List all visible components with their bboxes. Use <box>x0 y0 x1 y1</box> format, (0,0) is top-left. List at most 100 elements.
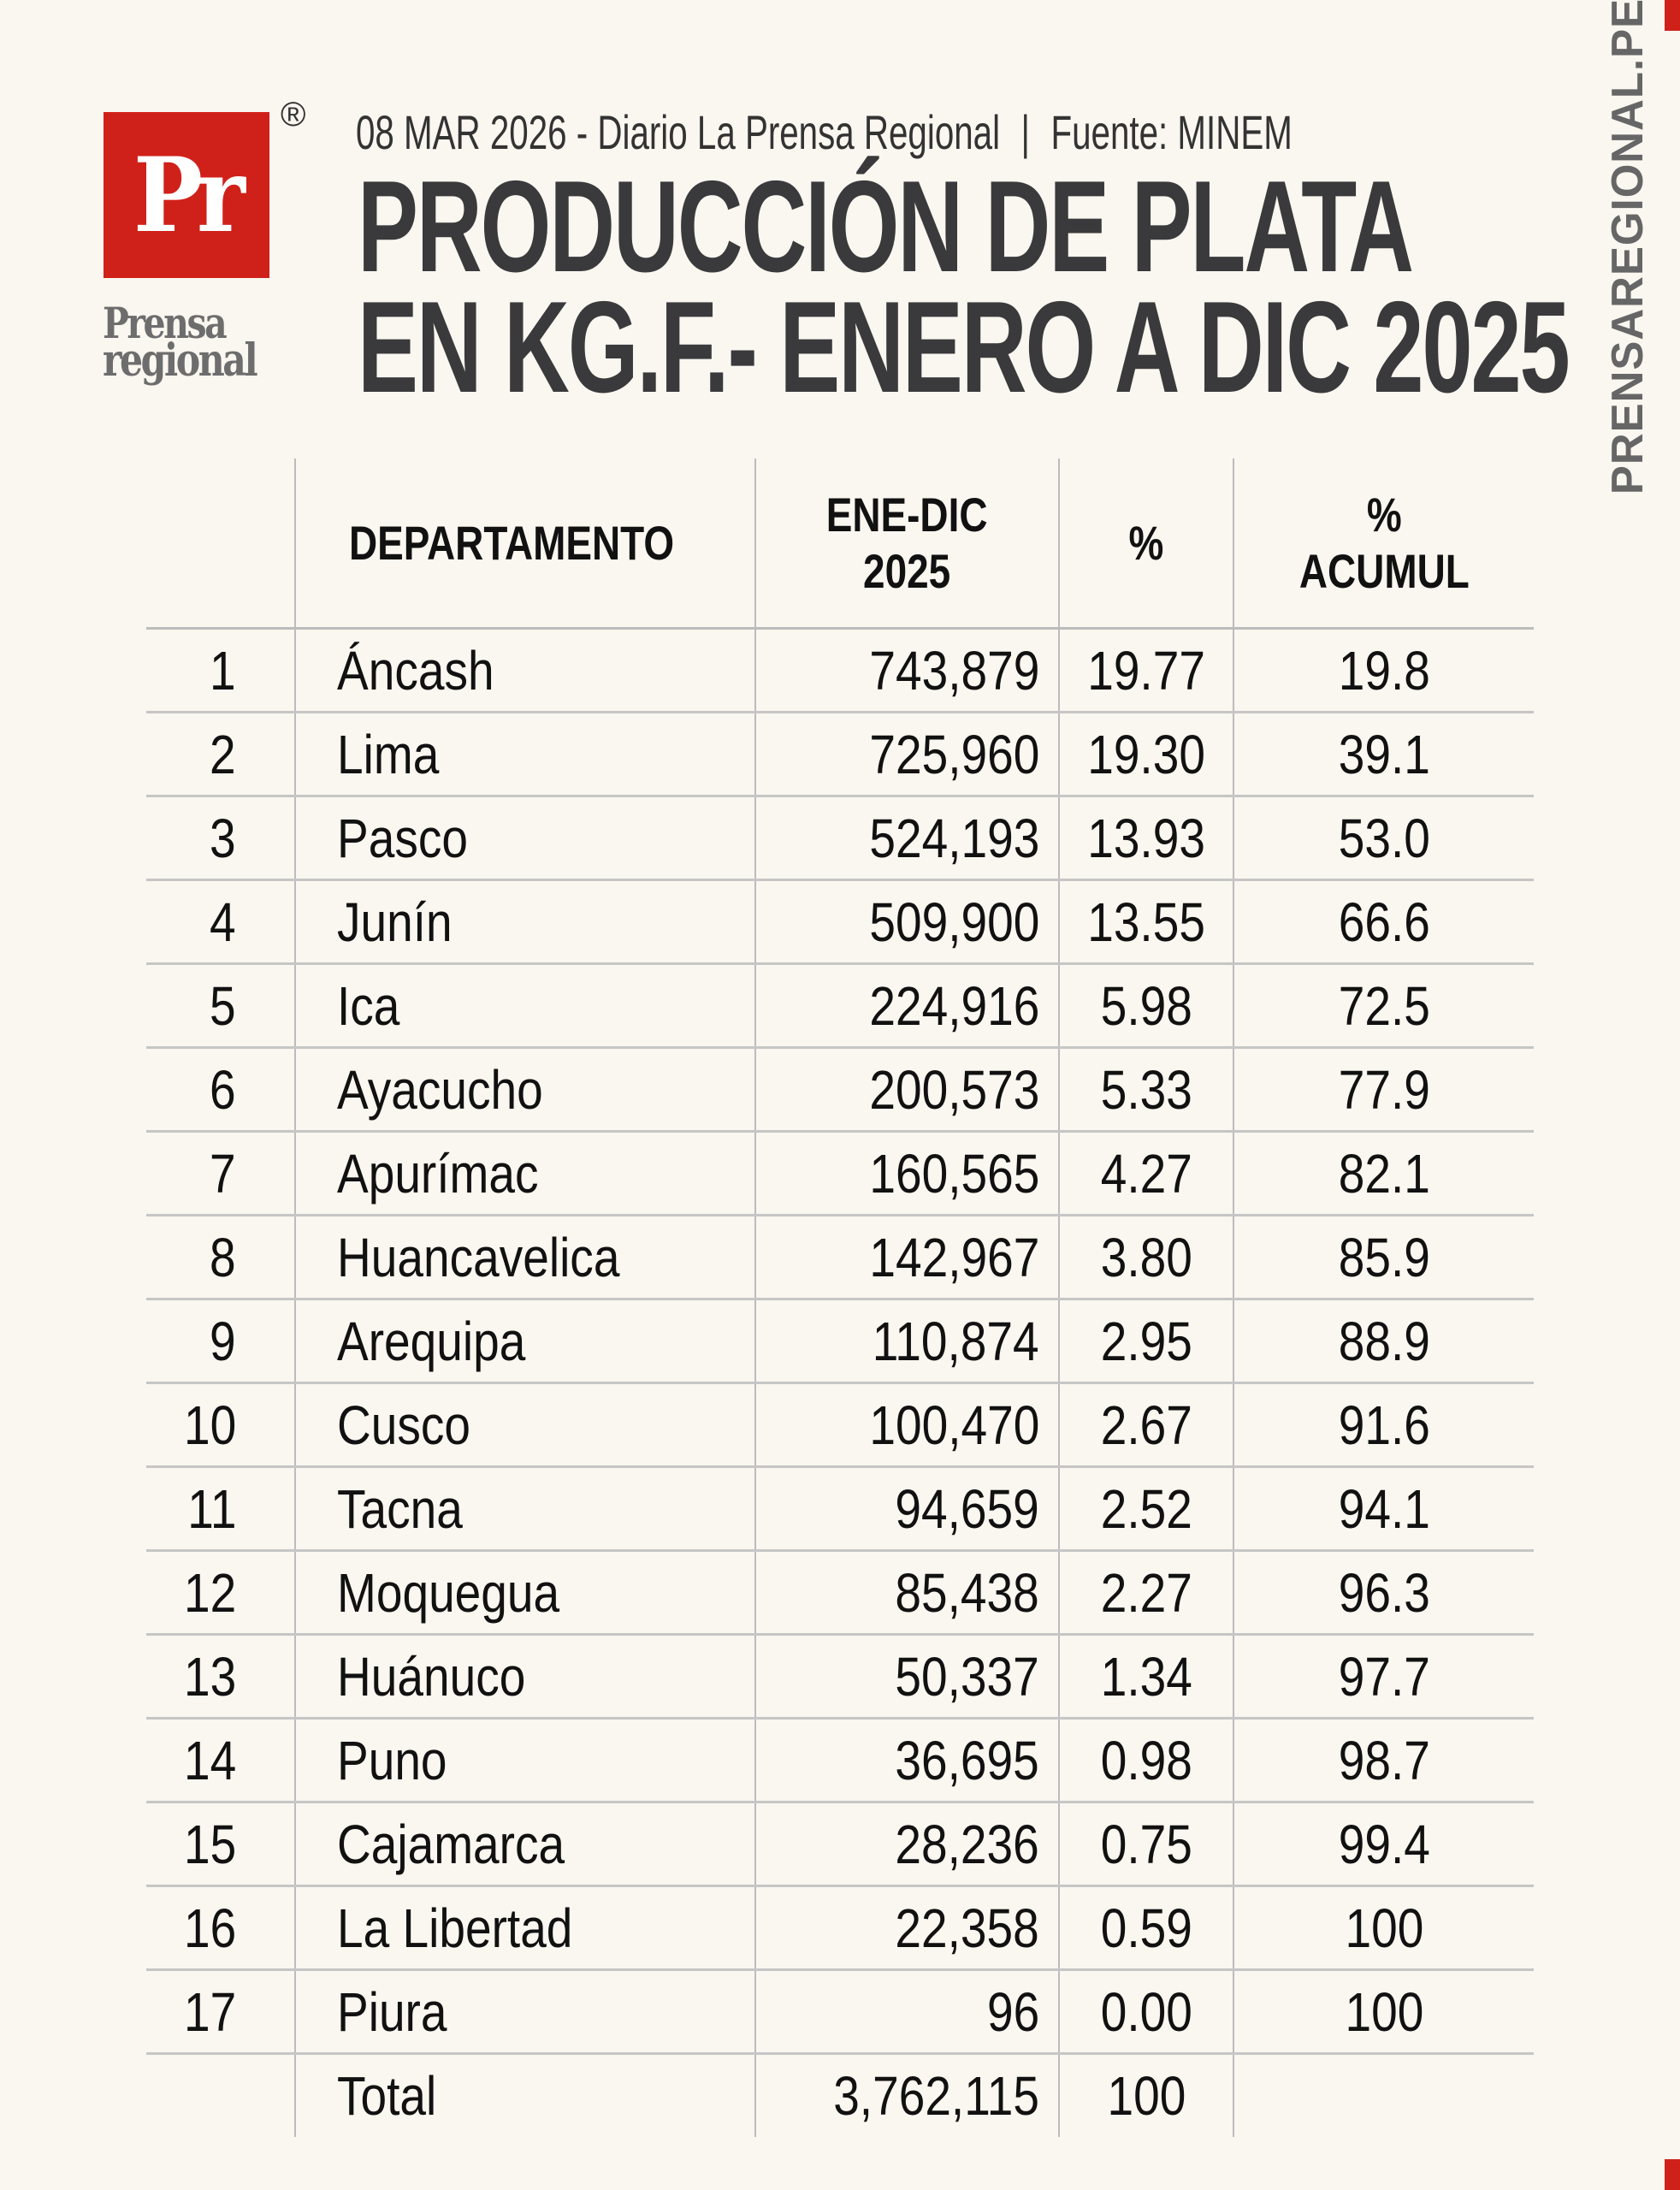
cell-percent: 5.33 <box>1058 1047 1233 1133</box>
table-row: 6 Ayacucho 200,573 5.33 77.9 <box>146 1047 1534 1133</box>
table-row: 10 Cusco 100,470 2.67 91.6 <box>146 1382 1534 1468</box>
table-row: 8 Huancavelica 142,967 3.80 85.9 <box>146 1215 1534 1300</box>
cell-production: 22,358 <box>754 1885 1059 1971</box>
cell-rank: 9 <box>146 1299 295 1384</box>
cell-percent-acumul: 77.9 <box>1233 1047 1534 1133</box>
cell-percent: 19.30 <box>1058 712 1233 797</box>
table-header: DEPARTAMENTO ENE-DIC 2025%% ACUMUL <box>146 459 1534 630</box>
cell-departamento: Puno <box>294 1718 755 1803</box>
page-title: PRODUCCIÓN DE PLATA EN KG.F.- ENERO A DI… <box>358 154 1571 420</box>
table-row: 5 Ica 224,916 5.98 72.5 <box>146 963 1534 1049</box>
cell-departamento: Piura <box>294 1969 755 2055</box>
cell-rank: 15 <box>146 1802 295 1887</box>
cell-percent: 2.67 <box>1058 1382 1233 1468</box>
cell-rank: 13 <box>146 1634 295 1719</box>
cell-departamento: La Libertad <box>294 1885 755 1971</box>
cell-rank: 8 <box>146 1215 295 1300</box>
accent-bar-top <box>1665 0 1680 31</box>
cell-departamento: Cusco <box>294 1382 755 1468</box>
cell-departamento: Cajamarca <box>294 1802 755 1887</box>
cell-percent-acumul: 85.9 <box>1233 1215 1534 1300</box>
table-row: 7 Apurímac 160,565 4.27 82.1 <box>146 1131 1534 1216</box>
cell-production: 50,337 <box>754 1634 1059 1719</box>
cell-percent: 2.27 <box>1058 1550 1233 1636</box>
cell-rank: 12 <box>146 1550 295 1636</box>
cell-percent-acumul: 97.7 <box>1233 1634 1534 1719</box>
cell-rank: 5 <box>146 963 295 1049</box>
table-row: 4 Junín 509,900 13.55 66.6 <box>146 879 1534 965</box>
table-row: 17 Piura 96 0.00 100 <box>146 1969 1534 2055</box>
table-row: 13 Huánuco 50,337 1.34 97.7 <box>146 1634 1534 1719</box>
cell-percent: 0.98 <box>1058 1718 1233 1803</box>
cell-production: 524,193 <box>754 796 1059 881</box>
cell-departamento: Arequipa <box>294 1299 755 1384</box>
cell-production: 142,967 <box>754 1215 1059 1300</box>
cell-departamento: Lima <box>294 712 755 797</box>
logo: Pr <box>104 112 269 278</box>
cell-departamento: Junín <box>294 879 755 965</box>
cell-departamento: Tacna <box>294 1466 755 1552</box>
header-rank <box>146 459 295 630</box>
cell-percent-acumul: 91.6 <box>1233 1382 1534 1468</box>
cell-departamento: Pasco <box>294 796 755 881</box>
cell-departamento: Ayacucho <box>294 1047 755 1133</box>
cell-departamento: Huancavelica <box>294 1215 755 1300</box>
cell-departamento: Total <box>294 2053 755 2137</box>
cell-production: 3,762,115 <box>754 2053 1059 2137</box>
cell-production: 36,695 <box>754 1718 1059 1803</box>
header-percent-acumul: % ACUMUL <box>1233 459 1534 630</box>
table-total-row: Total 3,762,115 100 <box>146 2053 1534 2138</box>
cell-percent-acumul: 72.5 <box>1233 963 1534 1049</box>
production-table: DEPARTAMENTO ENE-DIC 2025%% ACUMUL 1 Áncas… <box>146 459 1534 2137</box>
cell-percent: 2.95 <box>1058 1299 1233 1384</box>
cell-percent: 100 <box>1058 2053 1233 2137</box>
cell-production: 110,874 <box>754 1299 1059 1384</box>
cell-departamento: Huánuco <box>294 1634 755 1719</box>
cell-percent: 0.75 <box>1058 1802 1233 1887</box>
cell-production: 509,900 <box>754 879 1059 965</box>
cell-percent: 0.00 <box>1058 1969 1233 2055</box>
table-row: 11 Tacna 94,659 2.52 94.1 <box>146 1466 1534 1552</box>
cell-rank: 4 <box>146 879 295 965</box>
table-row: 16 La Libertad 22,358 0.59 100 <box>146 1885 1534 1971</box>
cell-production: 200,573 <box>754 1047 1059 1133</box>
cell-percent-acumul: 100 <box>1233 1885 1534 1971</box>
subtitle: 08 MAR 2026 - Diario La Prensa Regional |… <box>356 104 1293 160</box>
cell-percent-acumul: 53.0 <box>1233 796 1534 881</box>
header-ene-dic-2025: ENE-DIC 2025 <box>754 459 1059 630</box>
cell-departamento: Ica <box>294 963 755 1049</box>
cell-rank <box>146 2054 295 2138</box>
cell-percent-acumul: 88.9 <box>1233 1299 1534 1384</box>
date-source: 08 MAR 2026 - Diario La Prensa Regional <box>356 105 1001 159</box>
cell-rank: 1 <box>146 628 295 713</box>
cell-production: 160,565 <box>754 1131 1059 1216</box>
cell-production: 100,470 <box>754 1382 1059 1468</box>
side-brand: PRENSAREGIONAL.PE <box>1603 0 1653 495</box>
cell-production: 94,659 <box>754 1466 1059 1552</box>
cell-departamento: Áncash <box>294 628 755 713</box>
cell-percent: 1.34 <box>1058 1634 1233 1719</box>
header-departamento: DEPARTAMENTO <box>294 459 755 630</box>
cell-production: 96 <box>754 1969 1059 2055</box>
cell-rank: 6 <box>146 1047 295 1133</box>
logo-wordmark: Prensa regional <box>103 298 258 387</box>
cell-percent: 19.77 <box>1058 628 1233 713</box>
cell-rank: 16 <box>146 1885 295 1971</box>
cell-production: 85,438 <box>754 1550 1059 1636</box>
cell-rank: 11 <box>146 1466 295 1552</box>
cell-percent-acumul: 39.1 <box>1233 712 1534 797</box>
cell-percent: 2.52 <box>1058 1466 1233 1552</box>
cell-percent: 13.55 <box>1058 879 1233 965</box>
cell-percent-acumul: 99.4 <box>1233 1802 1534 1887</box>
cell-percent-acumul: 98.7 <box>1233 1718 1534 1803</box>
cell-production: 743,879 <box>754 628 1059 713</box>
cell-percent-acumul: 66.6 <box>1233 879 1534 965</box>
table-row: 3 Pasco 524,193 13.93 53.0 <box>146 796 1534 881</box>
cell-production: 224,916 <box>754 963 1059 1049</box>
table-row: 2 Lima 725,960 19.30 39.1 <box>146 712 1534 797</box>
cell-percent-acumul: 94.1 <box>1233 1466 1534 1552</box>
cell-percent: 13.93 <box>1058 796 1233 881</box>
cell-rank: 3 <box>146 796 295 881</box>
cell-percent: 5.98 <box>1058 963 1233 1049</box>
cell-percent-acumul: 82.1 <box>1233 1131 1534 1216</box>
